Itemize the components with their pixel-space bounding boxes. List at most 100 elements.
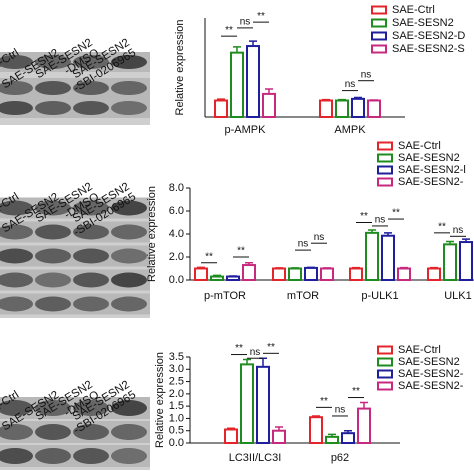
blot-band: [0, 272, 33, 288]
error-bar: [197, 266, 205, 269]
error-bar: [344, 429, 352, 434]
blot-band: [35, 424, 71, 440]
bar: [367, 99, 381, 118]
x-tick-label: p62: [331, 452, 349, 464]
significance-label: ns: [375, 215, 386, 226]
y-tick-label: 2.5: [169, 375, 184, 387]
y-tick-label: 1.0: [169, 412, 184, 424]
blot-band: [35, 296, 71, 312]
blot-band: [0, 55, 33, 69]
blot-band: [111, 248, 147, 264]
blot-band: [0, 424, 33, 440]
blot-band: [111, 424, 147, 440]
legend-swatch: [371, 44, 387, 54]
blot-band: [73, 224, 109, 240]
bar: [226, 275, 240, 281]
error-bar: [400, 266, 408, 269]
blot-band: [35, 101, 71, 115]
significance-label: ns: [361, 69, 372, 80]
bar: [381, 234, 395, 282]
bar: [304, 266, 318, 281]
legend-label: SAE-SESN2: [398, 356, 460, 368]
blot-band: [111, 400, 147, 416]
legend-swatch: [371, 31, 387, 41]
error-bar: [354, 96, 362, 99]
blot-band: [35, 224, 71, 240]
bar: [272, 267, 286, 281]
error-bar: [430, 266, 438, 269]
blot-band: [0, 400, 33, 416]
blot-band: [111, 224, 147, 240]
bar: [210, 275, 224, 281]
legend-label: SAE-SESN2: [398, 152, 460, 164]
error-bar: [249, 40, 257, 47]
error-bar: [275, 267, 283, 269]
error-bar: [322, 98, 330, 101]
blot-band: [73, 101, 109, 115]
legend-swatch: [377, 345, 393, 355]
error-bar: [275, 426, 283, 431]
blot-band: [73, 248, 109, 264]
bar: [341, 432, 355, 444]
error-bar: [384, 232, 392, 236]
legend-label: SAE-SESN2-: [398, 176, 464, 188]
bar: [349, 267, 363, 281]
error-bar: [446, 240, 454, 245]
legend-label: SAE-SESN2-l: [398, 164, 466, 176]
error-bar: [245, 262, 253, 266]
bar: [272, 429, 286, 445]
error-bar: [217, 98, 225, 101]
legend-swatch: [377, 177, 393, 187]
blot-band: [73, 424, 109, 440]
y-tick-label: 0.5: [169, 425, 184, 437]
bar: [397, 267, 411, 281]
error-bar: [213, 274, 221, 277]
bar: [240, 363, 254, 444]
blot-band: [73, 200, 109, 216]
error-bar: [312, 415, 320, 418]
bar: [427, 267, 441, 281]
legend-swatch: [371, 5, 387, 15]
bar: [335, 99, 349, 118]
blot-band: [0, 81, 33, 95]
bar: [325, 435, 339, 445]
blot-band: [35, 400, 71, 416]
error-bar: [360, 401, 368, 409]
blot-band: [73, 448, 109, 464]
legend-label: SAE-SESN2-S: [392, 43, 465, 55]
legend-swatch: [377, 153, 393, 163]
blot-band: [0, 101, 33, 115]
error-bar: [338, 98, 346, 101]
blot-band: [0, 248, 33, 264]
error-bar: [323, 267, 331, 269]
significance-label: ns: [345, 79, 356, 90]
bar: [256, 365, 270, 445]
significance-label: ns: [453, 225, 464, 236]
blot-band: [35, 272, 71, 288]
blot-band: [73, 400, 109, 416]
significance-label: **: [320, 396, 328, 407]
x-tick-label: mTOR: [287, 290, 319, 302]
significance-label: **: [205, 251, 213, 262]
y-tick-label: 6.0: [169, 205, 184, 217]
error-bar: [229, 275, 237, 277]
y-tick-label: 8.0: [169, 182, 184, 194]
blot-band: [111, 200, 147, 216]
error-bar: [291, 267, 299, 269]
blot-band: [73, 272, 109, 288]
blot-band: [35, 81, 71, 95]
y-tick-label: 2.0: [169, 388, 184, 400]
y-tick-label: 3.0: [169, 363, 184, 375]
blot-band: [111, 55, 147, 69]
blot-band: [111, 81, 147, 95]
legend-label: SAE-SESN2-: [398, 380, 464, 392]
significance-label: **: [438, 221, 446, 232]
blot-band: [35, 200, 71, 216]
error-bar: [227, 427, 235, 430]
y-tick-label: 4.0: [169, 228, 184, 240]
y-tick-label: 0.0: [169, 437, 184, 449]
y-axis-label: Relative expression: [154, 352, 166, 448]
blot-band: [35, 448, 71, 464]
blot-band: [0, 224, 33, 240]
